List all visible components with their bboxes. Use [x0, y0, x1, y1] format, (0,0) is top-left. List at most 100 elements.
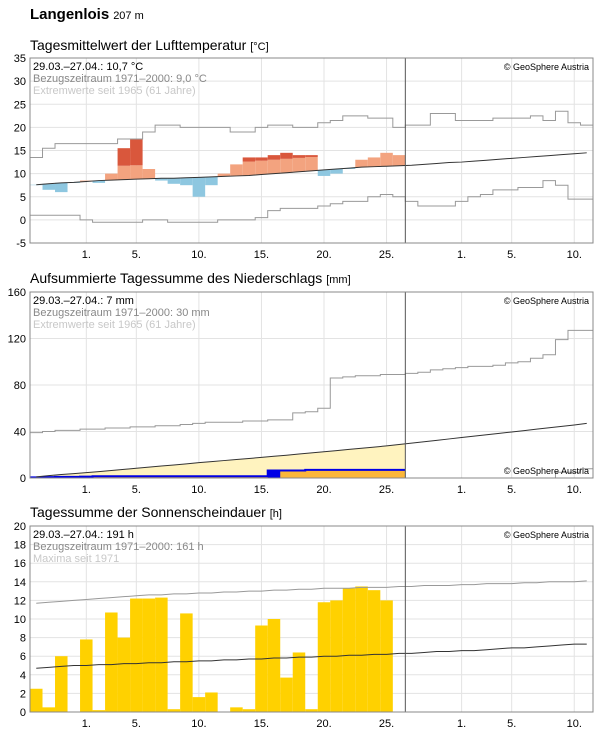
- y-tick-label: 25: [14, 99, 26, 111]
- y-tick-label: 18: [14, 540, 26, 552]
- sunshine-bar: [230, 707, 243, 712]
- y-tick-label: 120: [8, 334, 26, 346]
- copyright-label: © GeoSphere Austria: [504, 530, 589, 540]
- temp-bar-above-normal: [255, 160, 268, 175]
- station-name: Langenlois: [30, 6, 110, 23]
- temp-bar-above-normal: [230, 164, 243, 176]
- y-tick-label: 5: [20, 192, 26, 204]
- x-tick-label: 1.: [457, 718, 466, 729]
- x-tick-label: 25.: [379, 249, 394, 261]
- y-tick-label: 14: [14, 577, 26, 589]
- x-tick-label: 20.: [316, 718, 331, 729]
- x-tick-label: 10.: [567, 484, 582, 496]
- temp-min-extreme-line: [30, 180, 593, 223]
- precipitation-unit: [mm]: [326, 274, 351, 286]
- y-tick-label: -5: [16, 238, 26, 250]
- legend-period-value: 29.03.–27.04.: 10,7 °C: [33, 61, 143, 73]
- x-tick-label: 15.: [254, 718, 269, 729]
- legend-reference: Bezugszeitraum 1971–2000: 30 mm: [33, 307, 210, 319]
- sunshine-bar: [342, 588, 356, 712]
- temp-bar-below-normal: [205, 176, 218, 186]
- sunshine-bar: [55, 656, 68, 712]
- temp-bar-well-above-normal: [305, 155, 318, 157]
- x-tick-label: 25.: [379, 484, 394, 496]
- sunshine-bar: [255, 625, 268, 712]
- x-tick-label: 1.: [457, 484, 466, 496]
- legend-reference: Bezugszeitraum 1971–2000: 161 h: [33, 541, 204, 553]
- sunshine-bar: [192, 697, 206, 712]
- temp-bar-well-above-normal: [255, 157, 268, 161]
- x-tick-label: 5.: [132, 249, 141, 261]
- y-tick-label: 40: [14, 427, 26, 439]
- precip-heavy-day-bar: [267, 470, 281, 478]
- sunshine-bar: [242, 709, 256, 712]
- y-tick-label: 15: [14, 146, 26, 158]
- x-tick-label: 1.: [82, 718, 91, 729]
- y-tick-label: 4: [20, 670, 26, 682]
- temp-bar-above-normal: [392, 155, 406, 166]
- precip-observed-area: [30, 469, 406, 478]
- temperature-title-text: Tagesmittelwert der Lufttemperatur: [30, 37, 247, 53]
- temp-bar-below-normal: [192, 177, 206, 197]
- station-header: Langenlois 207 m: [30, 6, 144, 23]
- temp-bar-well-above-normal: [242, 157, 256, 162]
- plot-border: [29, 291, 594, 479]
- sunshine-chart-title: Tagessumme der Sonnenscheindauer [h]: [30, 504, 282, 520]
- x-tick-label: 5.: [507, 484, 516, 496]
- y-tick-label: 160: [8, 287, 26, 299]
- x-tick-label: 5.: [132, 484, 141, 496]
- legend-extremes: Extremwerte seit 1965 (61 Jahre): [33, 85, 196, 97]
- temp-bar-well-above-normal: [292, 155, 306, 158]
- legend-extremes: Extremwerte seit 1965 (61 Jahre): [33, 319, 196, 331]
- sunshine-normal-line: [36, 643, 587, 669]
- temp-bar-above-normal: [242, 161, 256, 176]
- x-tick-label: 5.: [132, 718, 141, 729]
- temp-bar-well-above-normal: [280, 152, 293, 159]
- legend-reference: Bezugszeitraum 1971–2000: 9,0 °C: [33, 73, 207, 85]
- sunshine-bar: [167, 709, 181, 712]
- x-tick-label: 10.: [191, 249, 206, 261]
- plot-border: [29, 57, 594, 244]
- temp-bar-well-above-normal: [130, 138, 143, 166]
- y-tick-label: 0: [20, 215, 26, 227]
- copyright-label-bottom: © GeoSphere Austria: [504, 466, 589, 476]
- y-tick-label: 80: [14, 380, 26, 392]
- y-tick-label: 8: [20, 633, 26, 645]
- sunshine-bar: [142, 598, 156, 712]
- y-tick-label: 2: [20, 688, 26, 700]
- y-tick-label: 6: [20, 651, 26, 663]
- y-tick-label: 0: [20, 707, 26, 719]
- legend-extremes: Maxima seit 1971: [33, 553, 119, 565]
- sunshine-bar: [92, 710, 106, 712]
- y-tick-label: 10: [14, 169, 26, 181]
- temp-bar-above-normal: [292, 157, 306, 172]
- precip-max-extreme-line: [30, 329, 593, 434]
- sunshine-bar: [205, 692, 218, 712]
- y-tick-label: 30: [14, 76, 26, 88]
- temp-bar-above-normal: [305, 156, 318, 171]
- x-tick-label: 20.: [316, 484, 331, 496]
- temp-bar-below-normal: [317, 169, 331, 176]
- precipitation-title-text: Aufsummierte Tagessumme des Niederschlag…: [30, 270, 323, 286]
- legend-period-value: 29.03.–27.04.: 7 mm: [33, 295, 134, 307]
- temp-bar-above-normal: [380, 152, 393, 167]
- sunshine-bar: [105, 612, 118, 712]
- x-tick-label: 5.: [507, 249, 516, 261]
- temp-bar-above-normal: [217, 173, 231, 177]
- temp-max-extreme-line: [30, 110, 593, 158]
- x-tick-label: 15.: [254, 484, 269, 496]
- temp-bar-above-normal: [105, 173, 118, 181]
- temp-bar-well-above-normal: [267, 155, 281, 160]
- y-tick-label: 20: [14, 122, 26, 134]
- temp-bar-above-normal: [142, 169, 156, 179]
- x-tick-label: 1.: [457, 249, 466, 261]
- sunshine-bar: [280, 677, 293, 712]
- temp-bar-above-normal: [117, 165, 131, 180]
- copyright-label: © GeoSphere Austria: [504, 296, 589, 306]
- sunshine-bar: [317, 602, 331, 712]
- temp-bar-below-normal: [92, 180, 106, 183]
- temp-bar-above-normal: [280, 158, 293, 173]
- precipitation-chart-title: Aufsummierte Tagessumme des Niederschlag…: [30, 270, 351, 286]
